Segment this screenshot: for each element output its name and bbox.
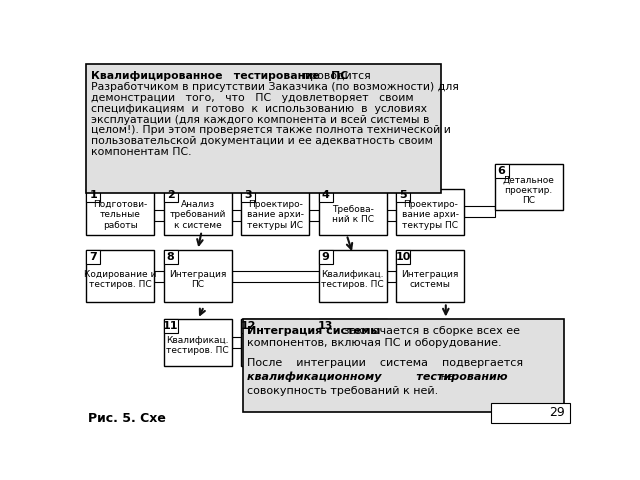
Bar xyxy=(495,164,509,178)
Text: Рис. 5. Схе: Рис. 5. Схе xyxy=(88,412,166,425)
Text: 4: 4 xyxy=(322,191,330,201)
Text: 3: 3 xyxy=(244,191,252,201)
Text: проводится: проводится xyxy=(296,72,371,82)
Bar xyxy=(319,250,333,264)
Text: спецификациям  и  готово  к  использованию  в  условиях: спецификациям и готово к использованию в… xyxy=(91,104,427,114)
Bar xyxy=(154,210,164,221)
Text: 10: 10 xyxy=(396,252,411,262)
Bar xyxy=(309,337,319,348)
Text: Квалификац.
тестиров. ПС: Квалификац. тестиров. ПС xyxy=(166,336,229,355)
Bar xyxy=(241,319,255,333)
Text: эксплуатации (для каждого компонента и всей системы в: эксплуатации (для каждого компонента и в… xyxy=(91,115,429,125)
Text: Квалифицированное   тестирование   ПС: Квалифицированное тестирование ПС xyxy=(91,72,348,82)
Bar xyxy=(164,250,232,302)
Bar xyxy=(396,250,465,302)
Bar xyxy=(164,189,178,203)
Text: 5: 5 xyxy=(399,191,407,201)
Bar xyxy=(232,271,319,282)
Text: совокупность требований к ней.: совокупность требований к ней. xyxy=(248,385,438,396)
Text: Разработчиком в присутствии Заказчика (по возможности) для: Разработчиком в присутствии Заказчика (п… xyxy=(91,82,459,92)
Text: Проектиро-
вание архи-
тектуры ПС: Проектиро- вание архи- тектуры ПС xyxy=(402,200,459,229)
Text: заключается в сборке всех ее: заключается в сборке всех ее xyxy=(340,325,520,336)
Bar xyxy=(387,210,396,221)
Bar xyxy=(465,206,495,217)
Text: Требова-
ний к ПС: Требова- ний к ПС xyxy=(332,205,374,224)
Text: 8: 8 xyxy=(167,252,175,262)
Bar xyxy=(387,271,396,282)
Text: Проектиро-
вание архи-
тектуры ИС: Проектиро- вание архи- тектуры ИС xyxy=(247,200,304,229)
Text: Интеграция системы: Интеграция системы xyxy=(248,325,381,336)
Text: компонентам ПС.: компонентам ПС. xyxy=(91,147,191,157)
Bar xyxy=(319,189,333,203)
Bar xyxy=(232,210,241,221)
Text: компонентов, включая ПС и оборудование.: компонентов, включая ПС и оборудование. xyxy=(248,338,502,348)
Bar xyxy=(491,403,570,422)
Bar xyxy=(319,319,387,366)
Text: на: на xyxy=(429,372,454,382)
Bar xyxy=(243,319,564,412)
Text: пользовательской документации и ее адекватность своим: пользовательской документации и ее адекв… xyxy=(91,136,433,146)
Bar xyxy=(309,210,319,221)
Bar xyxy=(86,189,100,203)
Text: 13: 13 xyxy=(318,321,333,331)
Text: демонстрации   того,   что   ПС   удовлетворяет   своим: демонстрации того, что ПС удовлетворяет … xyxy=(91,93,413,103)
Bar xyxy=(241,189,309,235)
Bar xyxy=(164,319,178,333)
Text: целом!). При этом проверяется также полнота технической и: целом!). При этом проверяется также полн… xyxy=(91,125,451,135)
Bar xyxy=(164,250,178,264)
Text: Квалификац.
тестиров. ПС: Квалификац. тестиров. ПС xyxy=(321,270,384,289)
Bar xyxy=(396,189,465,235)
Text: Кодирование и
тестиров. ПС: Кодирование и тестиров. ПС xyxy=(84,270,157,289)
Bar xyxy=(241,189,255,203)
Text: Подготови-
тельные
работы: Подготови- тельные работы xyxy=(93,200,147,229)
Text: квалификационному         тестированию: квалификационному тестированию xyxy=(248,372,508,382)
Text: 7: 7 xyxy=(90,252,97,262)
Text: 2: 2 xyxy=(167,191,175,201)
Bar xyxy=(396,189,410,203)
Bar xyxy=(319,189,387,235)
Bar xyxy=(319,250,387,302)
Text: 1: 1 xyxy=(90,191,97,201)
Bar xyxy=(86,64,441,193)
Bar xyxy=(495,164,563,210)
Bar xyxy=(86,250,100,264)
Text: Интеграция
ПС: Интеграция ПС xyxy=(169,270,227,289)
Text: После    интеграции    система    подвергается: После интеграции система подвергается xyxy=(248,358,524,368)
Bar xyxy=(154,271,164,282)
Bar xyxy=(232,337,241,348)
Bar xyxy=(86,189,154,235)
Bar xyxy=(241,319,309,366)
Text: Интеграция
системы: Интеграция системы xyxy=(402,270,459,289)
Text: 29: 29 xyxy=(549,406,565,419)
Text: Анализ
требований
к системе: Анализ требований к системе xyxy=(170,200,226,229)
Bar xyxy=(319,319,333,333)
Text: Детальное
проектир.
ПС: Детальное проектир. ПС xyxy=(503,175,555,205)
Text: 9: 9 xyxy=(322,252,330,262)
Text: 12: 12 xyxy=(241,321,256,331)
Text: 11: 11 xyxy=(163,321,179,331)
Text: 6: 6 xyxy=(498,166,506,176)
Bar xyxy=(164,319,232,366)
Bar xyxy=(164,189,232,235)
Bar xyxy=(86,250,154,302)
Bar xyxy=(396,250,410,264)
